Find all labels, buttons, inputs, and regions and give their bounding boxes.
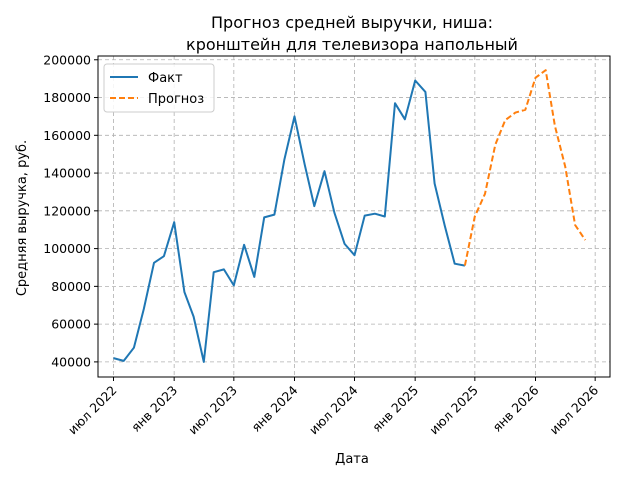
- y-tick-label: 200000: [43, 52, 91, 67]
- y-tick-label: 140000: [43, 166, 91, 181]
- chart-title-line-2: кронштейн для телевизора напольный: [186, 35, 518, 54]
- legend-label-forecast: Прогноз: [148, 92, 204, 107]
- y-tick-label: 80000: [51, 279, 91, 294]
- legend: Факт Прогноз: [103, 63, 215, 113]
- legend-label-fact: Факт: [148, 71, 183, 86]
- y-tick-label: 100000: [43, 241, 91, 256]
- y-tick-label: 120000: [43, 203, 91, 218]
- plot-lines: [113, 69, 587, 363]
- grid: [98, 56, 610, 377]
- y-axis-ticks: 40000 60000 80000 100000 120000 140000 160000 1…: [43, 52, 98, 369]
- series-line-fact: [113, 79, 466, 363]
- y-axis-label: Средняя выручка, руб.: [15, 140, 30, 296]
- x-axis-label: Дата: [335, 452, 369, 467]
- y-tick-label: 60000: [51, 317, 91, 332]
- chart-title-line-1: Прогноз средней выручки, ниша:: [211, 13, 493, 32]
- y-tick-label: 40000: [51, 354, 91, 369]
- series-line-forecast: [463, 69, 587, 266]
- y-tick-label: 160000: [43, 128, 91, 143]
- y-tick-label: 180000: [43, 90, 91, 105]
